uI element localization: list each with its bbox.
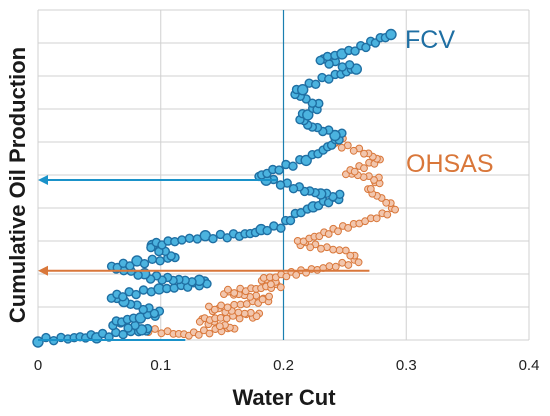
point-ohsas: [215, 322, 224, 331]
point-ohsas: [324, 230, 333, 238]
point-fcv: [311, 79, 321, 90]
arrow-head-1: [38, 265, 48, 276]
point-fcv: [149, 308, 160, 319]
point-ohsas: [306, 243, 315, 252]
point-ohsas: [210, 305, 219, 314]
point-ohsas: [331, 262, 340, 271]
y-axis-title: Cumulative Oil Production: [5, 47, 30, 323]
arrow-head-0: [38, 174, 48, 185]
point-ohsas: [350, 167, 359, 176]
x-axis-title: Water Cut: [232, 385, 336, 410]
point-ohsas: [217, 301, 226, 310]
point-fcv: [350, 46, 360, 56]
point-ohsas: [337, 143, 346, 152]
point-fcv: [262, 225, 272, 236]
point-fcv: [118, 292, 128, 302]
point-ohsas: [265, 292, 274, 301]
point-ohsas: [194, 331, 203, 339]
point-ohsas: [230, 300, 239, 309]
point-ohsas: [205, 329, 214, 338]
x-tick-labels: 0 0.1 0.2 0.3 0.4: [34, 357, 540, 374]
arrows: [38, 174, 370, 341]
point-ohsas: [234, 308, 243, 317]
x-tick-label-1: 0.1: [150, 357, 171, 374]
point-fcv: [139, 259, 150, 269]
point-fcv: [315, 55, 325, 66]
point-fcv: [337, 62, 347, 72]
point-fcv: [123, 323, 133, 333]
point-fcv: [147, 254, 158, 264]
point-ohsas: [223, 303, 232, 312]
point-ohsas: [151, 325, 159, 333]
point-fcv: [275, 180, 286, 190]
point-fcv: [361, 42, 371, 53]
point-fcv: [138, 304, 148, 315]
point-fcv: [322, 51, 333, 62]
point-fcv: [184, 233, 195, 244]
point-ohsas: [205, 302, 213, 311]
series-ohsas: [144, 134, 400, 340]
x-tick-label-2: 0.2: [273, 357, 294, 374]
point-ohsas: [282, 272, 291, 281]
point-ohsas: [349, 146, 358, 155]
point-fcv: [307, 98, 317, 108]
point-ohsas: [366, 185, 375, 193]
point-ohsas: [252, 312, 261, 321]
point-fcv: [177, 235, 187, 245]
point-fcv: [276, 223, 286, 233]
point-fcv: [208, 233, 218, 244]
point-ohsas: [240, 309, 249, 318]
point-fcv: [285, 215, 296, 226]
point-ohsas: [230, 289, 239, 297]
x-tick-label-0: 0: [34, 357, 42, 374]
point-ohsas: [370, 176, 378, 184]
point-fcv: [118, 329, 128, 340]
point-ohsas: [258, 295, 267, 304]
point-ohsas: [382, 198, 391, 207]
series-fcv: [32, 28, 397, 348]
x-tick-label-3: 0.3: [396, 357, 417, 374]
point-ohsas: [372, 214, 381, 223]
point-ohsas: [360, 164, 368, 173]
series-label-fcv: FCV: [405, 26, 455, 54]
point-fcv: [324, 74, 334, 84]
point-ohsas: [317, 244, 325, 253]
point-fcv: [274, 165, 284, 175]
point-fcv: [155, 256, 165, 266]
point-ohsas: [346, 251, 355, 260]
point-ohsas: [341, 246, 350, 255]
series-label-ohsas: OHSAS: [406, 150, 494, 178]
x-tick-label-4: 0.4: [519, 357, 540, 374]
point-fcv: [288, 183, 299, 194]
point-fcv: [385, 28, 397, 41]
point-fcv: [329, 129, 341, 142]
point-ohsas: [391, 205, 400, 214]
point-ohsas: [224, 285, 232, 294]
point-ohsas: [222, 314, 231, 323]
point-ohsas: [383, 210, 392, 219]
point-ohsas: [334, 227, 342, 236]
point-fcv: [288, 161, 298, 171]
point-ohsas: [360, 149, 368, 158]
point-ohsas: [335, 246, 344, 255]
point-ohsas: [344, 261, 353, 269]
point-ohsas: [354, 258, 363, 267]
point-ohsas: [276, 283, 285, 292]
point-fcv: [131, 289, 141, 300]
point-ohsas: [344, 224, 353, 232]
point-fcv: [302, 109, 314, 121]
point-ohsas: [325, 262, 334, 271]
point-fcv: [300, 154, 312, 167]
point-fcv: [138, 285, 149, 295]
point-fcv: [297, 83, 309, 96]
